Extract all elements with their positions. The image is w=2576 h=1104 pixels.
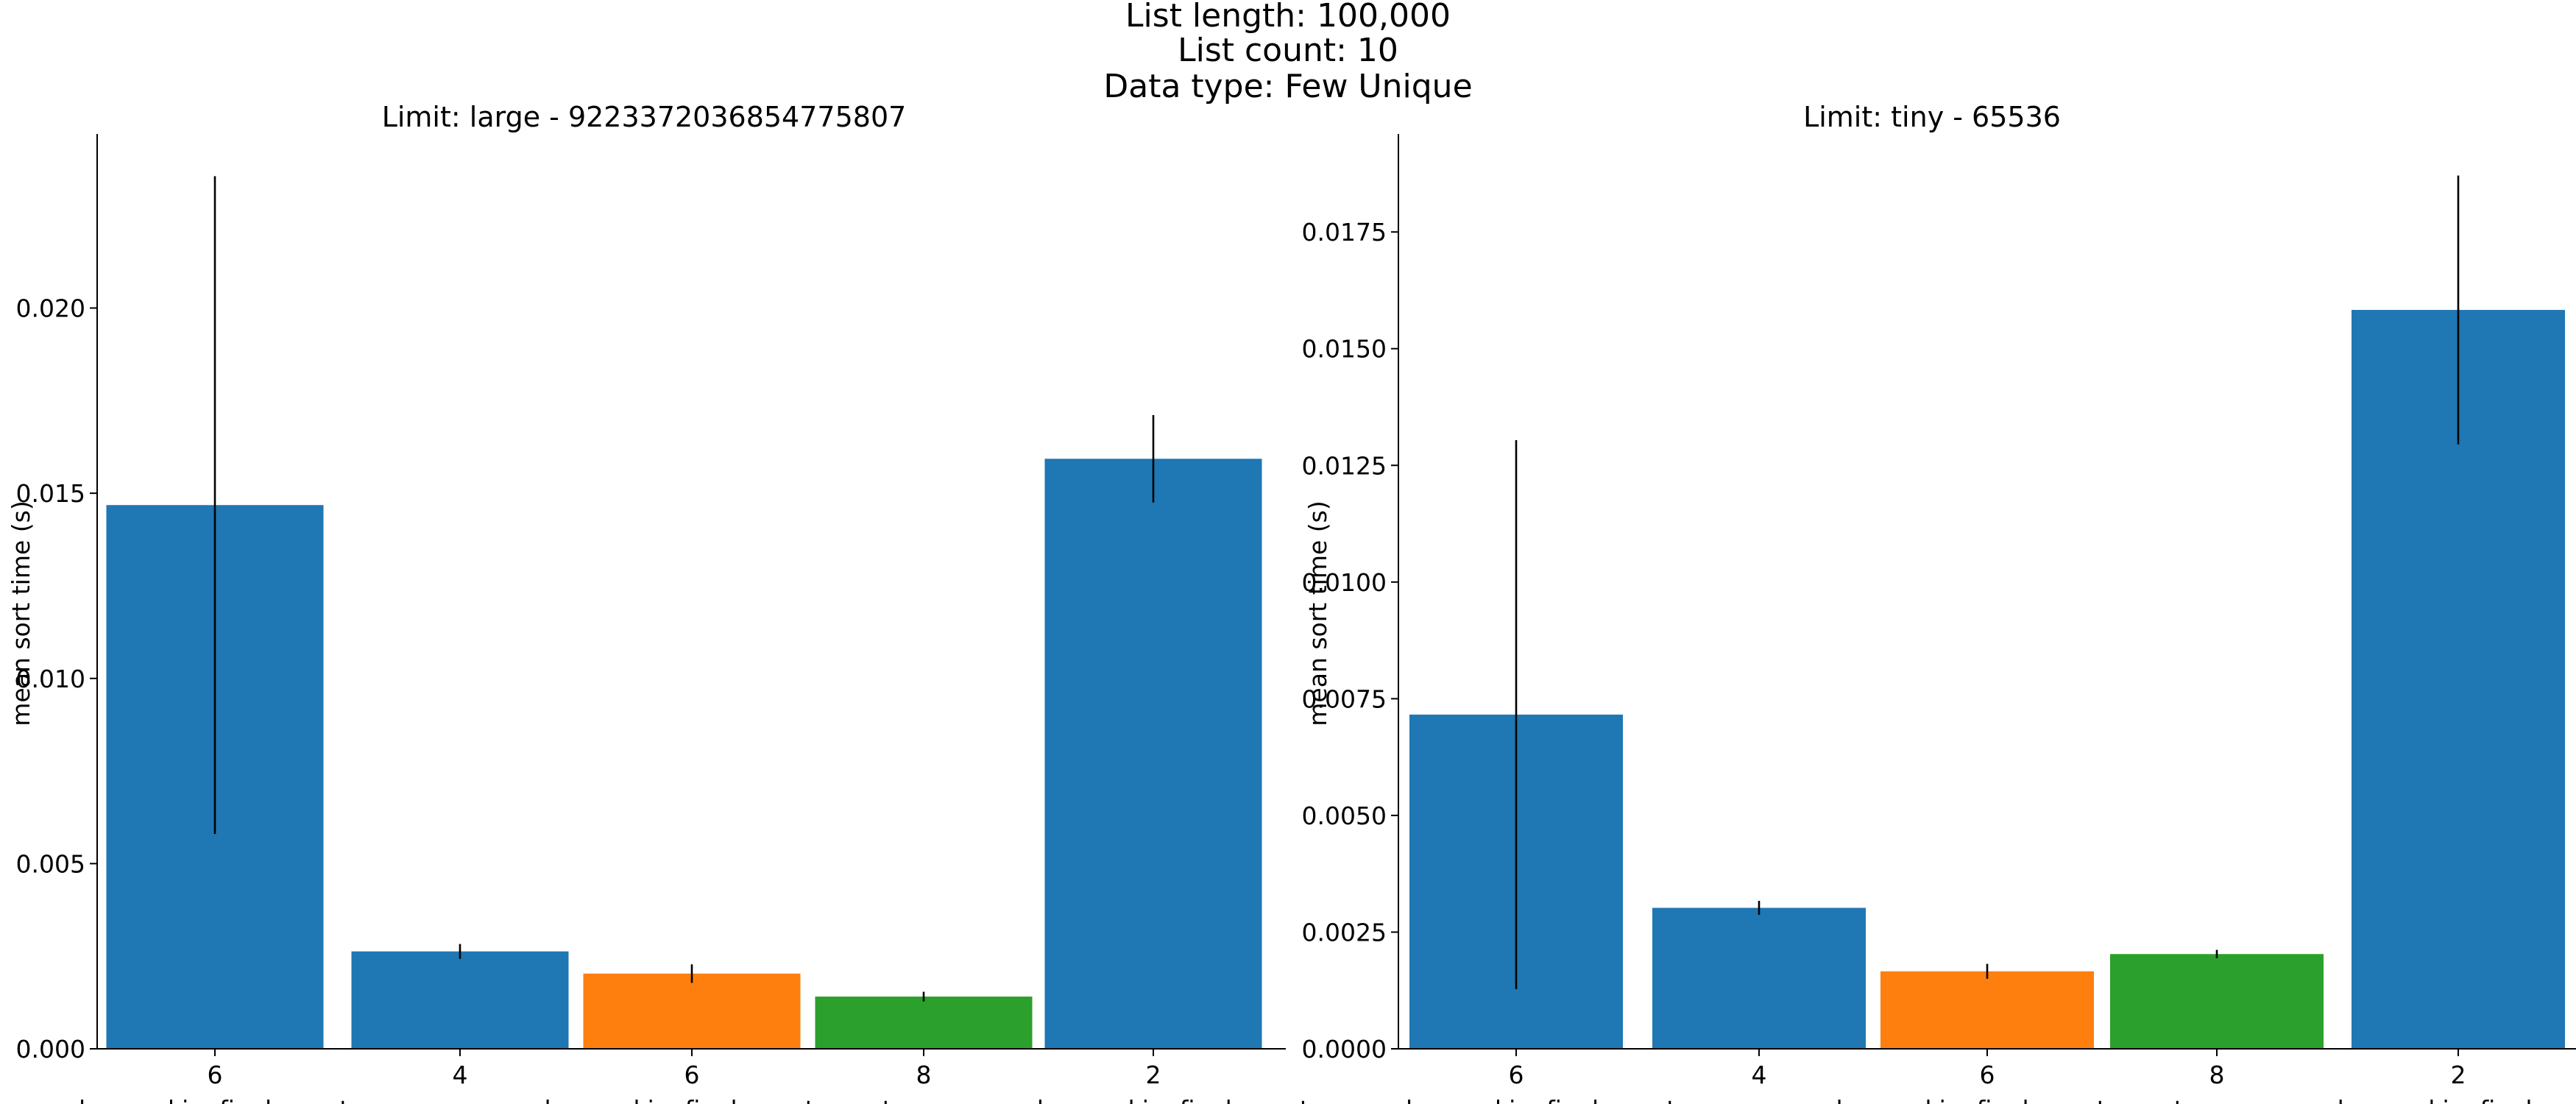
chart-1-y-tick-label-3: 0.010 [16,665,85,693]
chart-1-group-label-1: msd_c_workingfinalnosort [34,1095,349,1104]
figure-suptitle-line-1: List length: 100,000 [1125,0,1451,35]
chart-2-bar-2 [1652,907,1866,1049]
chart-1-y-tick-label-5: 0.020 [16,294,85,323]
chart-1-x-tick-label-1: 6 [208,1061,223,1089]
chart-2-title: Limit: tiny - 65536 [1803,101,2061,133]
chart-1-bar-4 [815,997,1033,1049]
chart-2-y-tick-label-4: 0.0075 [1302,684,1387,713]
chart-2-x-tick-label-4: 8 [2209,1061,2225,1089]
chart-1-y-tick-label-1: 0.000 [16,1035,85,1064]
chart-1-y-tick-label-2: 0.005 [16,849,85,878]
chart-2-y-tick-label-7: 0.0150 [1302,335,1387,364]
figure-suptitle-line-3: Data type: Few Unique [1103,68,1473,105]
chart-2-y-tick-label-6: 0.0125 [1302,451,1387,480]
chart-1-group-label-2: msd_c_workingfinalnosortnosort [499,1095,891,1104]
chart-2-x-tick-label-1: 6 [1509,1061,1524,1089]
chart-2-bar-3 [1880,971,2094,1049]
chart-2-y-tick-label-3: 0.0050 [1302,802,1387,830]
chart-1-bar-2 [351,951,569,1049]
chart-1-x-tick-label-3: 6 [684,1061,700,1089]
chart-2-y-tick-label-5: 0.0100 [1302,568,1387,597]
chart-2-x-tick-label-5: 2 [2451,1061,2466,1089]
chart-2-y-axis-label: mean sort time (s) [1303,500,1332,726]
figure-suptitle-line-2: List count: 10 [1178,32,1398,69]
chart-1-title: Limit: large - 9223372036854775807 [382,101,907,133]
chart-1-group-label-3: msd_p_workingfinalnosortr [992,1095,1320,1104]
chart-1-x-tick-label-5: 2 [1146,1061,1161,1089]
chart-1-x-tick-label-2: 4 [453,1061,468,1089]
chart-2-group-label-1: msd_c_workingfinalnosort [1361,1095,1676,1104]
chart-1-bar-3 [583,973,801,1049]
chart-1-x-tick-label-4: 8 [916,1061,932,1089]
chart-2-group-label-2: msd_c_workingfinalnosortnosort [1791,1095,2183,1104]
chart-2-y-tick-label-2: 0.0025 [1302,918,1387,946]
chart-1-y-tick-label-4: 0.015 [16,479,85,508]
chart-2-group-label-3: msd_p_workingfinalnosort [2292,1095,2576,1104]
chart-2-y-tick-label-1: 0.0000 [1302,1035,1387,1064]
chart-2-x-tick-label-2: 4 [1752,1061,1767,1089]
chart-2-y-tick-label-8: 0.0175 [1302,218,1387,247]
chart-1-y-axis-label: mean sort time (s) [7,500,35,726]
chart-2-bar-4 [2110,954,2324,1049]
chart-2-x-tick-label-3: 6 [1980,1061,1995,1089]
chart-1-bar-5 [1044,459,1262,1049]
